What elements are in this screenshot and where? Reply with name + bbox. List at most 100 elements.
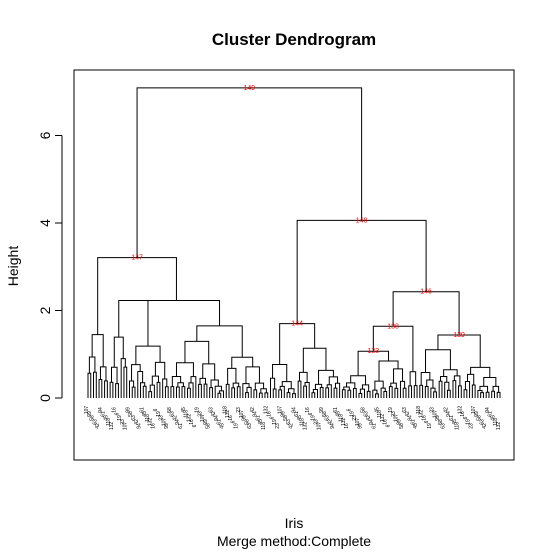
leaf-label: 107: [123, 422, 129, 431]
merge-link: [175, 362, 194, 377]
merge-link: [264, 392, 269, 398]
leaf-label: 132: [264, 406, 270, 415]
leaf-label: 94: [485, 407, 491, 413]
leaf-label: 42: [134, 419, 140, 425]
leaf-label: 63: [247, 423, 253, 429]
merge-link: [98, 379, 103, 398]
merge-link: [202, 363, 216, 381]
merge-link: [343, 386, 350, 391]
merge-link: [297, 380, 302, 398]
merge-label-139: 139: [453, 332, 465, 339]
leaf-labels: 1079958634294614511813216619231079958634…: [84, 406, 502, 431]
merge-link: [413, 385, 418, 398]
merge-link: [479, 385, 489, 393]
leaf-label: 132: [186, 414, 192, 423]
merge-link: [272, 364, 288, 382]
plot-frame: [73, 69, 515, 461]
leaf-label: 94: [253, 411, 259, 417]
leaf-label: 99: [396, 419, 402, 425]
leaf-label: 61: [139, 407, 145, 413]
leaf-label: 6: [308, 412, 314, 415]
merge-link: [358, 392, 363, 398]
leaf-label: 19: [195, 407, 201, 413]
merge-link: [175, 386, 180, 398]
merge-link: [87, 372, 92, 398]
merge-link: [424, 386, 429, 398]
merge-link: [217, 392, 222, 398]
merge-link: [350, 375, 367, 385]
leaf-label: 107: [394, 414, 400, 423]
leaf-label: 132: [380, 414, 386, 423]
leaf-label: 19: [427, 423, 433, 429]
leaf-label: 94: [330, 423, 336, 429]
chart-title: Cluster Dendrogram: [212, 30, 376, 49]
merge-link: [420, 372, 431, 386]
merge-link: [304, 382, 310, 398]
merge-link: [93, 371, 97, 398]
merge-link: [231, 356, 254, 369]
merge-link: [333, 387, 338, 398]
merge-link: [286, 392, 291, 398]
merge-link: [281, 381, 292, 389]
leaf-label: 42: [250, 407, 256, 413]
leaf-label: 107: [278, 406, 284, 415]
leaf-label: 99: [203, 419, 209, 425]
leaf-label: 42: [405, 411, 411, 417]
merge-link: [292, 393, 296, 398]
merge-link: [232, 382, 240, 388]
merge-link: [99, 366, 107, 381]
leaf-label: 19: [388, 407, 394, 413]
merge-link: [375, 393, 379, 398]
leaf-label: 6: [153, 408, 159, 411]
leaf-label: 63: [131, 415, 137, 421]
merge-link: [218, 390, 224, 398]
merge-link: [170, 386, 175, 398]
merge-link: [438, 380, 443, 398]
merge-label-148: 148: [356, 217, 368, 224]
leaf-label: 118: [416, 406, 422, 414]
merge-link: [131, 364, 141, 381]
merge-link: [227, 367, 237, 385]
merge-link: [279, 385, 285, 398]
merge-label-147: 147: [131, 255, 143, 262]
leaf-label: 63: [441, 423, 447, 429]
merge-link: [467, 373, 475, 386]
leaf-label: 63: [208, 407, 214, 413]
leaf-label: 99: [87, 411, 93, 417]
merge-label-133: 133: [367, 348, 379, 355]
merge-link: [171, 376, 182, 387]
merge-link: [483, 377, 497, 387]
leaf-label: 45: [297, 415, 303, 421]
merge-link: [380, 387, 386, 398]
leaf-label: 107: [432, 410, 438, 419]
merge-link: [188, 382, 194, 398]
merge-link: [409, 371, 417, 386]
leaf-label: 45: [142, 411, 148, 417]
merge-link: [303, 385, 307, 398]
leaf-label: 61: [449, 415, 455, 421]
merge-link: [198, 383, 202, 398]
merge-link: [115, 383, 119, 398]
leaf-label: 61: [372, 423, 378, 429]
merge-link: [104, 380, 108, 398]
leaf-label: 23: [314, 419, 320, 425]
merge-link: [383, 390, 388, 398]
leaf-label: 6: [347, 408, 353, 411]
y-tick-label: 6: [37, 131, 53, 139]
leaf-label: 42: [172, 415, 178, 421]
leaf-label: 94: [98, 407, 104, 413]
merge-link: [162, 378, 168, 398]
leaf-label: 45: [181, 407, 187, 413]
merge-link: [408, 385, 413, 398]
leaf-label: 23: [197, 411, 203, 417]
leaf-label: 16: [344, 423, 350, 429]
merge-link: [140, 382, 146, 398]
leaf-label: 16: [150, 423, 156, 429]
leaf-label: 6: [192, 424, 198, 427]
leaf-label: 19: [466, 419, 472, 425]
leaf-label: 58: [206, 423, 212, 429]
merge-link: [357, 350, 390, 376]
merge-link: [402, 387, 407, 398]
leaf-label: 61: [255, 415, 261, 421]
merge-link: [209, 387, 213, 398]
